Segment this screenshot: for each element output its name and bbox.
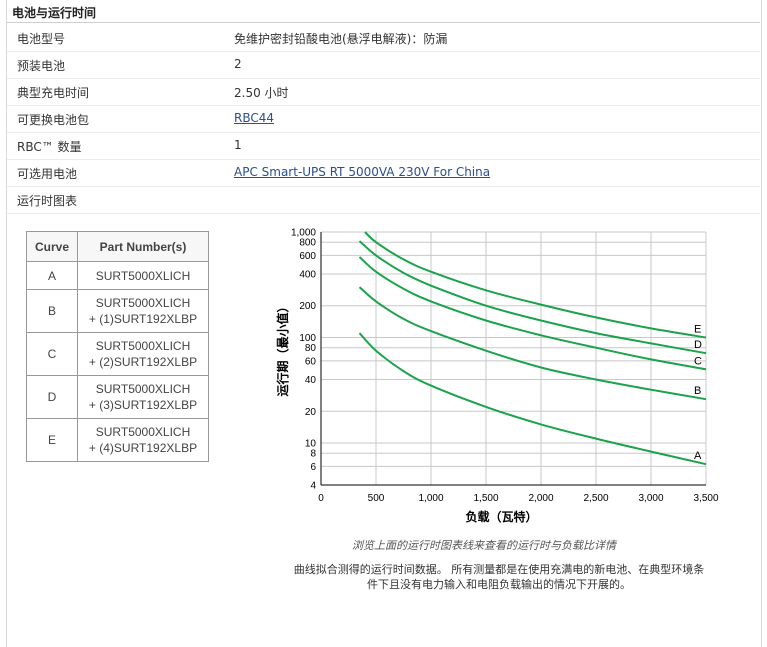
section-title: 电池与运行时间 xyxy=(12,6,97,20)
spec-key: 典型充电时间 xyxy=(17,86,90,100)
x-tick-label: 3,000 xyxy=(638,493,663,504)
series-line-E xyxy=(364,231,707,339)
part-line: + (4)SURT192XLBP xyxy=(88,441,198,455)
part-line: SURT5000XLICH xyxy=(95,425,191,439)
series-label-B: B xyxy=(694,385,701,397)
curve-letter: B xyxy=(26,289,78,333)
curve-letter: C xyxy=(26,332,78,376)
part-number: SURT5000XLICH xyxy=(77,261,209,290)
series-label-E: E xyxy=(694,324,701,336)
y-tick-label: 60 xyxy=(305,356,317,367)
table-row: D SURT5000XLICH + (3)SURT192XLBP xyxy=(26,375,209,419)
spec-value: 免维护密封铅酸电池(悬浮电解液)：防漏 xyxy=(234,32,448,46)
chart-note-line: 件下且没有电力输入和电阻负载输出的情况下开展的。 xyxy=(367,578,631,591)
y-tick-label: 6 xyxy=(310,462,316,473)
table-row: A SURT5000XLICH xyxy=(26,261,209,290)
spec-row-recharge-time: 典型充电时间 2.50 小时 xyxy=(7,79,760,106)
series-line-C xyxy=(358,256,707,371)
y-tick-label: 8 xyxy=(310,449,316,460)
chart-hint: 浏览上面的运行时图表线来查看的运行时与负载比详情 xyxy=(352,539,616,552)
title-divider xyxy=(6,22,760,23)
curve-letter: E xyxy=(26,418,78,462)
x-tick-label: 3,500 xyxy=(693,493,718,504)
part-line: SURT5000XLICH xyxy=(95,339,191,353)
curve-table-header: Curve Part Number(s) xyxy=(26,231,209,262)
series-line-D xyxy=(358,240,707,355)
y-tick-label: 1,000 xyxy=(291,228,316,239)
series-line-A xyxy=(358,332,707,466)
spec-row-rbc-qty: RBC™ 数量 1 xyxy=(7,133,760,160)
table-row: E SURT5000XLICH + (4)SURT192XLBP xyxy=(26,418,209,462)
y-tick-label: 80 xyxy=(305,343,317,354)
curve-table: Curve Part Number(s) A SURT5000XLICH B S… xyxy=(26,231,209,462)
spec-row-optional-battery: 可选用电池 APC Smart-UPS RT 5000VA 230V For C… xyxy=(7,160,760,187)
spec-row-replacement-battery: 可更换电池包 RBC44 xyxy=(7,106,760,133)
part-line: SURT5000XLICH xyxy=(95,382,191,396)
spec-row-preinstalled: 预装电池 2 xyxy=(7,52,760,79)
y-tick-label: 4 xyxy=(310,481,316,492)
series-line-B xyxy=(358,286,707,401)
y-tick-label: 100 xyxy=(299,333,316,344)
x-axis-label: 负载（瓦特） xyxy=(465,509,537,524)
spec-key: 预装电池 xyxy=(17,59,66,73)
x-tick-label: 1,000 xyxy=(418,493,443,504)
series-label-C: C xyxy=(694,355,702,367)
curve-letter: A xyxy=(26,261,78,290)
spec-key: 可更换电池包 xyxy=(17,113,90,127)
spec-value: 2.50 小时 xyxy=(234,86,289,100)
y-tick-label: 200 xyxy=(299,301,316,312)
y-tick-label: 600 xyxy=(299,251,316,262)
y-tick-label: 10 xyxy=(305,439,317,450)
spec-row-battery-type: 电池型号 免维护密封铅酸电池(悬浮电解液)：防漏 xyxy=(7,25,760,52)
part-number: SURT5000XLICH + (3)SURT192XLBP xyxy=(77,375,209,419)
optional-battery-link[interactable]: APC Smart-UPS RT 5000VA 230V For China xyxy=(234,165,491,179)
part-number: SURT5000XLICH + (2)SURT192XLBP xyxy=(77,332,209,376)
spec-key: RBC™ 数量 xyxy=(17,140,82,154)
part-number: SURT5000XLICH + (1)SURT192XLBP xyxy=(77,289,209,333)
chart-note-line: 曲线拟合测得的运行时间数据。 所有测量都是在使用充满电的新电池、在典型环境条 xyxy=(293,563,705,576)
part-number: SURT5000XLICH + (4)SURT192XLBP xyxy=(77,418,209,462)
spec-row-runtime-chart: 运行时图表 xyxy=(7,187,760,214)
x-tick-label: 2,000 xyxy=(528,493,553,504)
spec-value: 2 xyxy=(234,57,242,71)
part-line: + (3)SURT192XLBP xyxy=(88,398,198,412)
series-label-D: D xyxy=(694,339,702,351)
curve-letter: D xyxy=(26,375,78,419)
rbc44-link[interactable]: RBC44 xyxy=(234,111,275,125)
x-tick-label: 2,500 xyxy=(583,493,608,504)
battery-panel xyxy=(6,0,762,647)
part-line: + (1)SURT192XLBP xyxy=(88,312,198,326)
x-tick-label: 500 xyxy=(368,493,385,504)
spec-key: 可选用电池 xyxy=(17,167,78,181)
y-axis-label: 运行期（最小值） xyxy=(275,300,290,396)
curve-header: Curve xyxy=(26,231,78,262)
series-label-A: A xyxy=(694,450,702,462)
part-number-header: Part Number(s) xyxy=(77,231,209,262)
chart-note: 曲线拟合测得的运行时间数据。 所有测量都是在使用充满电的新电池、在典型环境条 件… xyxy=(264,562,734,592)
y-tick-label: 400 xyxy=(299,269,316,280)
y-tick-label: 40 xyxy=(305,375,317,386)
y-tick-label: 20 xyxy=(305,407,317,418)
x-tick-label: 1,500 xyxy=(473,493,498,504)
spec-value: 1 xyxy=(234,138,242,152)
y-tick-label: 800 xyxy=(299,238,316,249)
x-tick-label: 0 xyxy=(318,493,324,504)
part-line: SURT5000XLICH xyxy=(95,296,191,310)
runtime-chart: 0 500 1,000 1,500 2,000 2,500 3,000 3,500 4 6 810 2… xyxy=(275,228,719,525)
spec-key: 运行时图表 xyxy=(17,194,78,208)
table-row: B SURT5000XLICH + (1)SURT192XLBP xyxy=(26,289,209,333)
table-row: C SURT5000XLICH + (2)SURT192XLBP xyxy=(26,332,209,376)
part-line: + (2)SURT192XLBP xyxy=(88,355,198,369)
spec-key: 电池型号 xyxy=(17,32,66,46)
